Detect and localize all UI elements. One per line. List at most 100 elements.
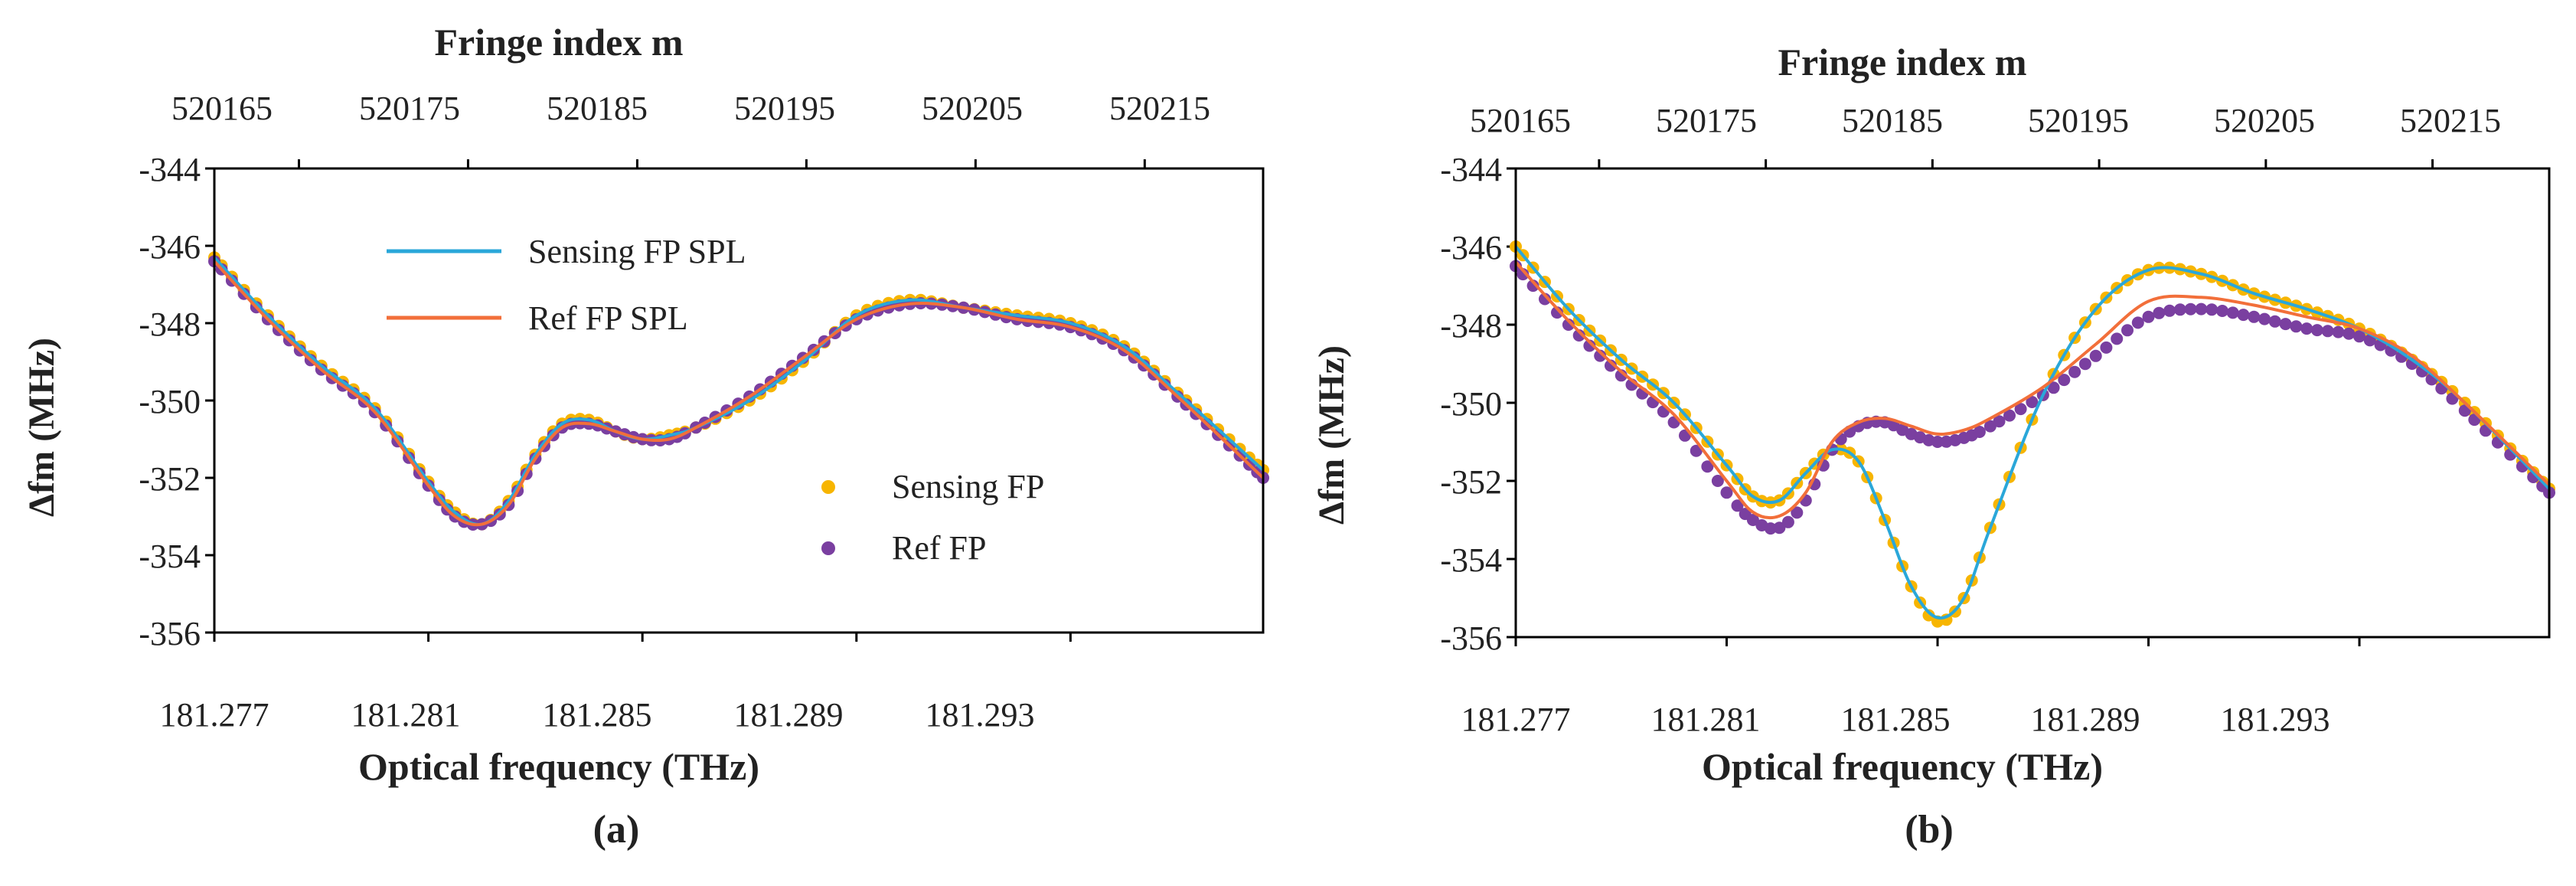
- panel-a-y-tick: -346: [139, 228, 201, 266]
- panel-b-y-tick: -354: [1440, 541, 1502, 579]
- ref-fp-point: [1711, 475, 1724, 487]
- ref-fp-point: [1572, 329, 1585, 342]
- ref-fp-point: [1701, 460, 1714, 473]
- panel-a-y-tick: -356: [139, 615, 201, 652]
- legend-ref-spline-label: Ref FP SPL: [528, 299, 688, 337]
- ref-fp-point: [1562, 319, 1575, 331]
- ref-fp-point: [1605, 359, 1617, 372]
- ref-fp-point: [1781, 515, 1794, 528]
- ref-fp-point: [2268, 315, 2281, 328]
- panel-a-top-axis-title: Fringe index m: [435, 21, 684, 64]
- ref-fp-point: [2321, 325, 2334, 338]
- panel-a-top-tick: 520165: [171, 90, 273, 127]
- ref-fp-point: [2047, 381, 2060, 394]
- panel-b-x-tick: 181.281: [1651, 701, 1761, 738]
- ref-fp-point: [2153, 306, 2166, 319]
- ref-fp-point: [2216, 305, 2228, 317]
- panel-a-x-tick: 181.277: [160, 696, 269, 734]
- ref-fp-point: [2226, 306, 2239, 319]
- panel-b-top-ticks: 520165 520175 520185 520195 520205 52021…: [1470, 102, 2501, 139]
- panel-b-y-tick: -352: [1440, 463, 1502, 501]
- panel-b-y-ticks: -344 -346 -348 -350 -352 -354 -356: [1440, 151, 1502, 657]
- ref-fp-point: [2290, 320, 2303, 333]
- sensing-fp-spl-line: [1514, 245, 2551, 620]
- panel-b: Δfm (MHz) Fringe index m Optical frequen…: [1311, 41, 2555, 852]
- legend-sensing-point-label: Sensing FP: [892, 468, 1044, 505]
- ref-fp-point: [1583, 339, 1596, 352]
- panel-b-top-tick: 520165: [1470, 102, 1571, 139]
- panel-b-y-label: Δfm (MHz): [1311, 345, 1352, 525]
- ref-fp-point: [1773, 521, 1786, 535]
- ref-fp-point: [2195, 302, 2208, 315]
- panel-a: Δfm (MHz) Fringe index m Optical frequen…: [21, 21, 1269, 852]
- ref-fp-point: [1594, 349, 1607, 362]
- ref-fp-point: [2078, 358, 2091, 371]
- panel-b-y-tick: -344: [1440, 151, 1502, 188]
- ref-fp-point: [2237, 309, 2250, 322]
- panel-b-plot-area: [1507, 159, 2555, 646]
- panel-a-top-tick: 520205: [922, 90, 1023, 127]
- ref-fp-point: [1539, 293, 1551, 306]
- panel-a-x-tick: 181.285: [543, 696, 652, 734]
- panel-b-y-tick: -350: [1440, 385, 1502, 423]
- ref-fp-spl-line: [213, 260, 1265, 527]
- panel-a-top-tick: 520185: [547, 90, 648, 127]
- ref-fp-point: [2068, 365, 2081, 378]
- ref-fp-point: [2142, 310, 2155, 323]
- panel-b-x-tick: 181.289: [2031, 701, 2140, 738]
- series-sensing-points: [1510, 240, 2555, 628]
- panel-a-top-ticks: 520165 520175 520185 520195 520205 52021…: [171, 90, 1210, 127]
- legend-sensing-spline-label: Sensing FP SPL: [528, 233, 746, 270]
- panel-a-y-ticks: -344 -346 -348 -350 -352 -354 -356: [139, 151, 201, 652]
- ref-fp-point: [1551, 306, 1563, 319]
- panel-a-y-label: Δfm (MHz): [21, 338, 62, 517]
- panel-a-x-tick: 181.293: [926, 696, 1035, 734]
- ref-fp-point: [1764, 522, 1777, 535]
- sensing-fp-point: [1922, 609, 1935, 622]
- panel-a-x-tick: 181.289: [734, 696, 844, 734]
- ref-fp-point: [1720, 486, 1733, 499]
- legend-ref-point-swatch: [821, 541, 835, 555]
- legend-sensing-point-swatch: [821, 480, 835, 494]
- ref-fp-point: [2353, 330, 2365, 343]
- panel-a-plot-frame: [213, 167, 1265, 634]
- panel-a-y-tick: -352: [139, 460, 201, 498]
- panel-b-x-tick: 181.293: [2221, 701, 2330, 738]
- ref-fp-point: [2332, 325, 2345, 338]
- ref-fp-point: [1731, 499, 1744, 512]
- ref-fp-point: [2163, 304, 2176, 317]
- ref-fp-point: [2258, 312, 2271, 325]
- panel-b-x-axis-title: Optical frequency (THz): [1702, 745, 2103, 788]
- panel-a-legend: Sensing FP SPL Ref FP SPL Sensing FP Ref…: [387, 233, 1044, 567]
- ref-fp-point: [1993, 415, 2006, 428]
- ref-fp-point: [2279, 318, 2292, 331]
- ref-fp-point: [2173, 303, 2186, 316]
- ref-fp-point: [2003, 409, 2016, 422]
- panel-a-label: (a): [593, 808, 640, 852]
- ref-fp-spl-line: [1514, 261, 2551, 520]
- panel-a-y-tick: -344: [139, 151, 201, 188]
- panel-a-y-tick: -348: [139, 306, 201, 343]
- panel-a-y-axis-label: Δfm (MHz): [21, 338, 62, 517]
- panel-b-x-tick: 181.277: [1461, 701, 1571, 738]
- panel-b-x-ticks: 181.277 181.281 181.285 181.289 181.293: [1461, 701, 2330, 738]
- panel-b-top-tick: 520175: [1656, 102, 1757, 139]
- sensing-fp-spl-line: [213, 256, 1265, 527]
- ref-fp-point: [2131, 316, 2144, 329]
- panel-b-top-tick: 520205: [2214, 102, 2315, 139]
- panel-b-x-tick: 181.285: [1841, 701, 1951, 738]
- panel-b-y-tick: -348: [1440, 307, 1502, 345]
- panel-a-x-ticks: 181.277 181.281 181.285 181.289 181.293: [160, 696, 1035, 734]
- ref-fp-point: [1746, 514, 1759, 526]
- ref-fp-point: [2310, 324, 2323, 337]
- ref-fp-point: [1973, 426, 1986, 438]
- panel-a-x-axis-title: Optical frequency (THz): [358, 745, 759, 788]
- ref-fp-point: [2300, 322, 2313, 335]
- panel-b-y-tick: -346: [1440, 229, 1502, 266]
- ref-fp-point: [2121, 324, 2134, 337]
- ref-fp-point: [2343, 327, 2356, 340]
- panel-a-y-tick: -354: [139, 538, 201, 575]
- ref-fp-point: [2058, 374, 2071, 387]
